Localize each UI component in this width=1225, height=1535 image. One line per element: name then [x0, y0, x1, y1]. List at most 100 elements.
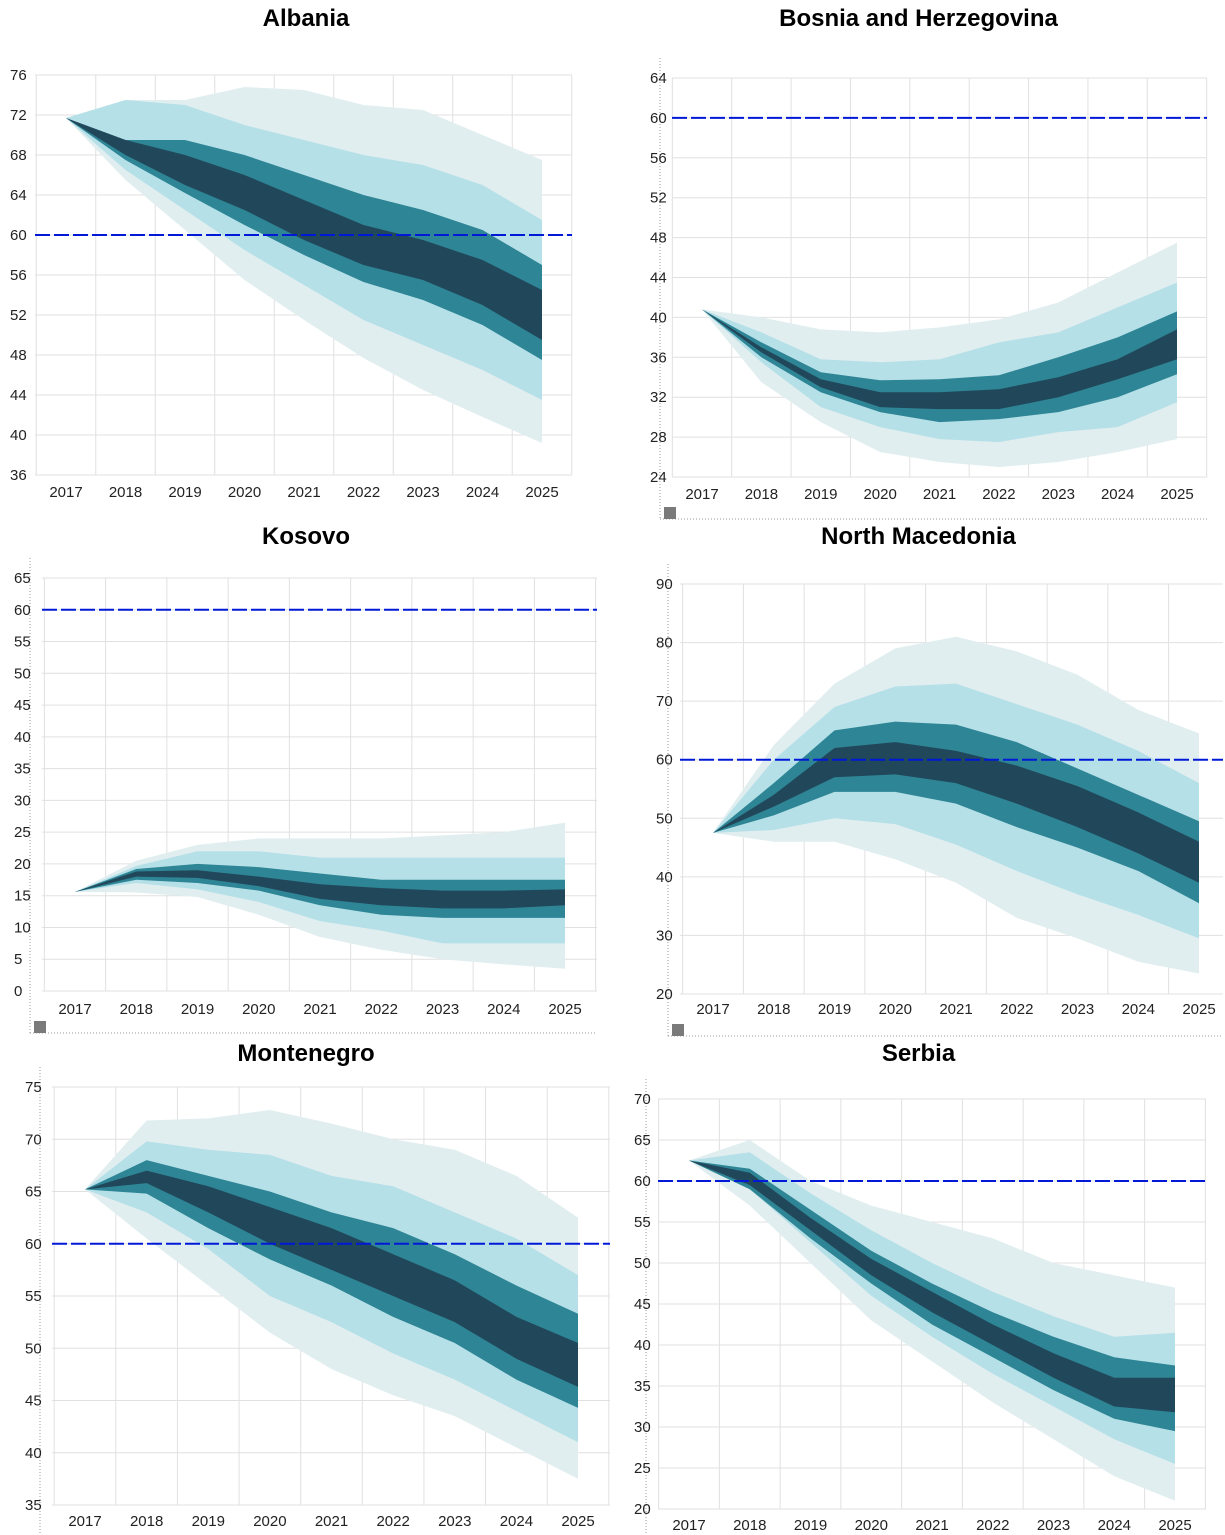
- x-tick-label: 2022: [1000, 1001, 1033, 1018]
- y-tick-label: 40: [14, 729, 31, 746]
- x-tick-label: 2020: [855, 1517, 888, 1534]
- x-tick-label: 2019: [192, 1513, 225, 1530]
- frame-handle: [672, 1024, 684, 1036]
- chart-panel-kosovo: Kosovo 65 60 55 50 45 40 35 30 25 20 15 10 5 0 2017 201…: [0, 518, 612, 1034]
- band-core: [75, 870, 565, 909]
- x-tick-label: 2017: [58, 1001, 91, 1018]
- y-tick-label: 65: [25, 1184, 42, 1201]
- x-tick-label: 2017: [685, 486, 718, 503]
- y-tick-label: 60: [650, 110, 667, 127]
- y-tick-label: 50: [14, 665, 31, 682]
- y-tick-label: 55: [14, 634, 31, 651]
- y-tick-label: 36: [650, 349, 667, 366]
- band-core: [689, 1160, 1175, 1413]
- chart-title: Serbia: [881, 1040, 956, 1067]
- x-tick-label: 2023: [1042, 486, 1075, 503]
- x-tick-label: 2019: [181, 1001, 214, 1018]
- y-tick-label: 60: [10, 227, 27, 244]
- x-tick-label: 2017: [696, 1001, 729, 1018]
- chart-montenegro: 75 70 65 60 55 50 45 40 35 2017 2018 2019 2020 2021 20…: [25, 1067, 610, 1535]
- x-tick-label: 2023: [438, 1513, 471, 1530]
- y-tick-label: 48: [650, 230, 667, 247]
- x-tick-label: 2021: [915, 1517, 948, 1534]
- chart-panel-serbia: Serbia 70 65 60 55 50 45 40 35 30 25 20 2017 2018 201…: [612, 1035, 1225, 1535]
- y-tick-label: 56: [650, 150, 667, 167]
- y-tick-label: 35: [25, 1497, 42, 1514]
- y-tick-label: 24: [650, 469, 667, 486]
- x-tick-label: 2025: [525, 484, 558, 501]
- x-tick-label: 2020: [863, 486, 896, 503]
- chart-bosnia: 64 60 56 52 48 44 40 36 32 28 24 2017 2018 2019 2020 20…: [650, 58, 1208, 520]
- x-tick-label: 2017: [68, 1513, 101, 1530]
- x-tick-label: 2024: [466, 484, 499, 501]
- y-tick-label: 30: [634, 1419, 651, 1436]
- y-tick-label: 55: [634, 1214, 651, 1231]
- x-tick-label: 2019: [794, 1517, 827, 1534]
- y-tick-label: 15: [14, 888, 31, 905]
- chart-title: Albania: [262, 5, 350, 32]
- y-tick-label: 10: [14, 919, 31, 936]
- chart-panel-north-macedonia: North Macedonia 90 80 70 60 50 40 30 20 2017 2018…: [612, 518, 1225, 1037]
- y-tick-label: 28: [650, 429, 667, 446]
- chart-title: Kosovo: [261, 523, 350, 550]
- chart-panel-montenegro: Montenegro 75 70 65 60 55 50 45 40 35 2017 2018 201…: [0, 1035, 612, 1535]
- y-tick-label: 45: [25, 1393, 42, 1410]
- x-tick-label: 2022: [347, 484, 380, 501]
- y-tick-label: 0: [14, 983, 22, 1000]
- y-tick-label: 5: [14, 951, 22, 968]
- x-tick-label: 2021: [923, 486, 956, 503]
- y-tick-label: 60: [25, 1236, 42, 1253]
- x-tick-label: 2022: [365, 1001, 398, 1018]
- x-tick-label: 2024: [1101, 486, 1134, 503]
- y-tick-label: 35: [14, 761, 31, 778]
- y-tick-label: 65: [634, 1132, 651, 1149]
- y-tick-label: 60: [634, 1173, 651, 1190]
- x-tick-label: 2025: [1158, 1517, 1191, 1534]
- x-tick-label: 2023: [406, 484, 439, 501]
- x-tick-label: 2021: [303, 1001, 336, 1018]
- chart-north-macedonia: 90 80 70 60 50 40 30 20 2017 2018 2019 2020 2021 2022…: [656, 564, 1223, 1037]
- y-tick-label: 68: [10, 147, 27, 164]
- x-tick-label: 2019: [168, 484, 201, 501]
- x-tick-label: 2023: [1037, 1517, 1070, 1534]
- y-tick-label: 50: [634, 1255, 651, 1272]
- chart-serbia: 70 65 60 55 50 45 40 35 30 25 20 2017 2018 2019 2020 20…: [634, 1079, 1206, 1535]
- y-tick-label: 25: [14, 824, 31, 841]
- band-core: [713, 742, 1199, 883]
- y-tick-label: 44: [10, 387, 27, 404]
- x-tick-label: 2018: [109, 484, 142, 501]
- y-tick-label: 65: [14, 570, 31, 587]
- y-tick-label: 70: [656, 693, 673, 710]
- chart-title: North Macedonia: [821, 523, 1016, 550]
- x-tick-label: 2022: [976, 1517, 1009, 1534]
- y-tick-label: 70: [25, 1131, 42, 1148]
- x-tick-label: 2019: [818, 1001, 851, 1018]
- y-tick-label: 48: [10, 347, 27, 364]
- x-tick-label: 2023: [426, 1001, 459, 1018]
- chart-panel-bosnia: Bosnia and Herzegovina 64 60 56 52 48 44 40 36 3…: [612, 0, 1225, 520]
- y-tick-label: 60: [14, 602, 31, 619]
- y-tick-label: 64: [10, 187, 27, 204]
- chart-albania: 76 72 68 64 60 56 52 48 44 40 36 2017 2018 2019 2020 20…: [10, 67, 573, 501]
- x-tick-label: 2024: [1098, 1517, 1131, 1534]
- y-tick-label: 40: [650, 309, 667, 326]
- y-tick-label: 20: [14, 856, 31, 873]
- x-tick-label: 2025: [1160, 486, 1193, 503]
- x-tick-label: 2022: [982, 486, 1015, 503]
- y-tick-label: 40: [25, 1445, 42, 1462]
- y-tick-label: 36: [10, 467, 27, 484]
- x-tick-label: 2024: [1122, 1001, 1155, 1018]
- x-tick-label: 2024: [500, 1513, 533, 1530]
- band-core: [66, 118, 542, 340]
- x-tick-label: 2020: [879, 1001, 912, 1018]
- x-tick-label: 2023: [1061, 1001, 1094, 1018]
- y-tick-label: 72: [10, 107, 27, 124]
- y-tick-label: 56: [10, 267, 27, 284]
- x-tick-label: 2017: [672, 1517, 705, 1534]
- y-tick-label: 30: [656, 927, 673, 944]
- frame-handle: [34, 1021, 46, 1033]
- y-tick-label: 55: [25, 1288, 42, 1305]
- y-tick-label: 75: [25, 1079, 42, 1096]
- y-tick-label: 40: [634, 1337, 651, 1354]
